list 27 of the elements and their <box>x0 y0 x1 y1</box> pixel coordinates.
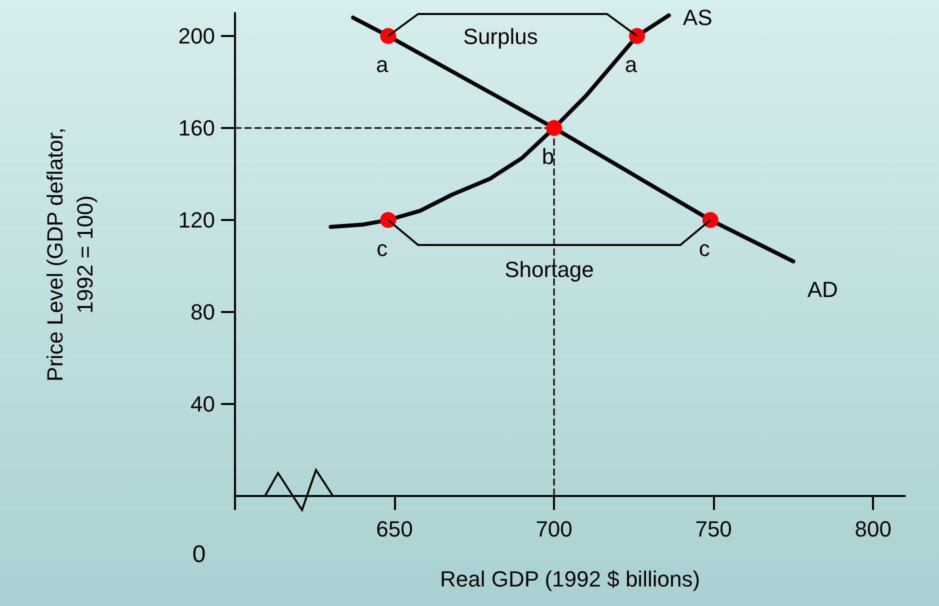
annotation: a <box>624 52 638 77</box>
series-label: AS <box>682 4 712 30</box>
annotation: Shortage <box>504 257 594 282</box>
annotation: c <box>376 236 388 261</box>
point <box>546 120 562 136</box>
point <box>702 212 718 228</box>
annotation: c <box>698 236 710 261</box>
y-tick-label: 40 <box>190 392 215 416</box>
point <box>629 28 645 44</box>
point <box>380 212 396 228</box>
y-tick-label: 160 <box>178 116 215 140</box>
point <box>380 28 396 44</box>
y-axis-title: Price Level (GDP deflator, 1992 = 100) <box>42 128 98 382</box>
x-tick-label: 700 <box>536 516 572 542</box>
x-tick-label: 750 <box>695 516 732 542</box>
y-tick-label: 120 <box>178 208 215 232</box>
x-tick-label: 800 <box>854 516 892 542</box>
text: 0 <box>192 541 206 568</box>
y-tick-label: 80 <box>190 300 215 324</box>
series-label: AD <box>807 276 838 302</box>
x-axis-title: Real GDP (1992 $ billions) <box>440 566 700 592</box>
annotation: b <box>542 144 554 169</box>
annotation: a <box>376 52 390 77</box>
y-tick-label: 200 <box>178 24 215 48</box>
x-tick-label: 650 <box>376 516 413 542</box>
line-series <box>328 13 671 229</box>
annotation: Surplus <box>463 24 538 49</box>
